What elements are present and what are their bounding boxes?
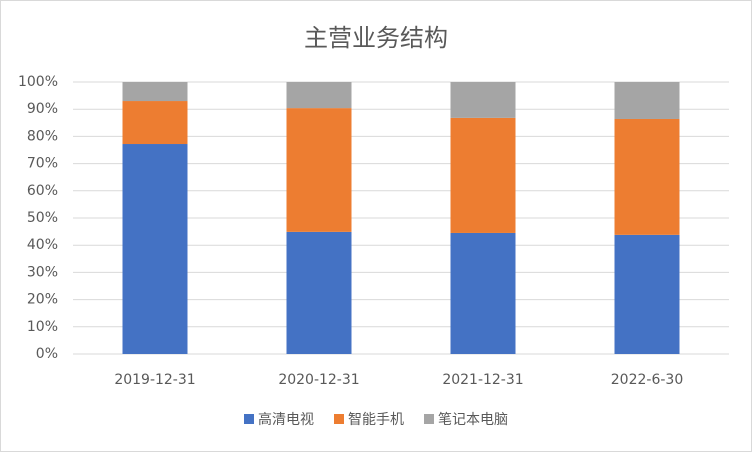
legend-label: 智能手机: [348, 412, 404, 428]
bar-segment: [450, 232, 516, 354]
legend-swatch: [244, 414, 254, 424]
bar-segment: [450, 82, 516, 118]
bar-segment: [122, 144, 188, 354]
chart-title: 主营业务结构: [304, 24, 448, 52]
y-tick-label: 90%: [27, 101, 58, 117]
bar-segment: [286, 82, 352, 109]
y-tick-label: 80%: [27, 128, 58, 144]
y-tick-label: 100%: [18, 74, 58, 90]
y-tick-label: 40%: [27, 237, 58, 253]
x-tick-label: 2020-12-31: [278, 372, 359, 388]
x-tick-label: 2022-6-30: [611, 372, 683, 388]
legend-label: 高清电视: [258, 411, 314, 428]
legend-label: 笔记本电脑: [438, 412, 508, 428]
bar-segment: [450, 117, 516, 233]
bar-segment: [614, 234, 680, 354]
y-tick-label: 50%: [27, 210, 58, 226]
bar-segment: [286, 108, 352, 232]
y-tick-label: 60%: [27, 183, 58, 199]
y-tick-label: 0%: [36, 346, 58, 362]
legend-swatch: [334, 414, 344, 424]
x-tick-label: 2019-12-31: [114, 372, 195, 388]
bar-segment: [122, 82, 188, 102]
y-tick-label: 20%: [27, 292, 58, 308]
bar-segment: [286, 231, 352, 354]
y-tick-label: 70%: [27, 156, 58, 172]
y-tick-label: 10%: [27, 319, 58, 335]
x-tick-label: 2021-12-31: [442, 372, 523, 388]
bar-segment: [614, 118, 680, 235]
legend-swatch: [424, 414, 434, 424]
y-tick-label: 30%: [27, 264, 58, 280]
bar-segment: [614, 82, 680, 119]
bar-segment: [122, 101, 188, 145]
